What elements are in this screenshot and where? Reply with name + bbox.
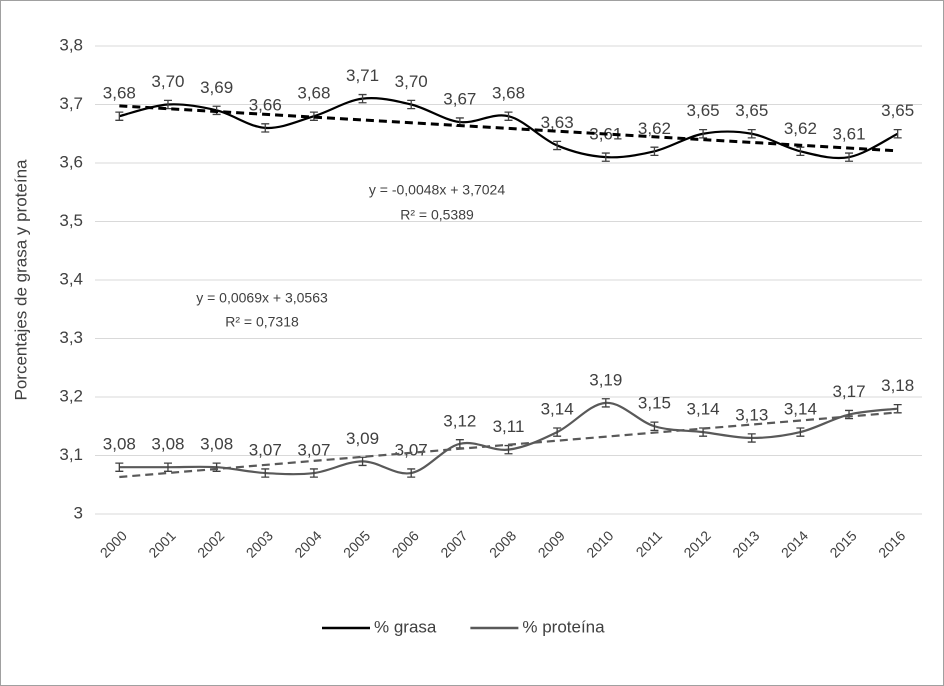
- error-bar: [747, 433, 756, 443]
- y-tick-label: 3,2: [59, 386, 83, 405]
- error-bar: [407, 468, 416, 478]
- y-tick-label: 3,3: [59, 328, 83, 347]
- y-tick-label: 3,1: [59, 445, 83, 464]
- data-label: 3,65: [735, 101, 768, 120]
- error-bar: [845, 152, 854, 162]
- error-bar: [893, 129, 902, 139]
- data-label: 3,07: [249, 441, 282, 460]
- y-axis-title: Porcentajes de grasa y proteína: [11, 159, 30, 401]
- data-label: 3,69: [200, 78, 233, 97]
- y-tick-label: 3,6: [59, 152, 83, 171]
- error-bar: [115, 462, 124, 472]
- y-tick-label: 3,7: [59, 94, 83, 113]
- data-label: 3,65: [881, 101, 914, 120]
- data-label: 3,12: [443, 411, 476, 430]
- data-label: 3,08: [151, 435, 184, 454]
- data-label: 3,07: [395, 441, 428, 460]
- data-label: 3,15: [638, 394, 671, 413]
- data-label: 3,65: [687, 101, 720, 120]
- trendline-r2: R² = 0,7318: [225, 314, 299, 330]
- y-tick-label: 3,4: [59, 269, 83, 288]
- y-tick-label: 3,5: [59, 211, 83, 230]
- y-tick-label: 3,8: [59, 35, 83, 54]
- error-bar: [358, 93, 367, 104]
- error-bar: [504, 111, 513, 121]
- error-bar: [309, 111, 318, 121]
- error-bar: [115, 111, 124, 121]
- legend-label: % grasa: [374, 617, 437, 636]
- data-label: 3,11: [493, 417, 525, 436]
- data-label: 3,62: [784, 119, 817, 138]
- data-label: 3,17: [832, 382, 865, 401]
- data-label: 3,14: [784, 400, 817, 419]
- data-label: 3,66: [249, 95, 282, 114]
- y-tick-label: 3: [74, 503, 83, 522]
- data-label: 3,14: [687, 400, 720, 419]
- data-label: 3,09: [346, 429, 379, 448]
- data-label: 3,68: [297, 84, 330, 103]
- data-label: 3,67: [443, 90, 476, 109]
- error-bar: [261, 468, 270, 478]
- data-label: 3,62: [638, 119, 671, 138]
- error-bar: [163, 462, 172, 472]
- error-bar: [699, 129, 708, 139]
- error-bar: [553, 140, 562, 151]
- trendline: [119, 411, 898, 479]
- trendline-equation: y = 0,0069x + 3,0563: [196, 290, 328, 306]
- error-bar: [261, 123, 270, 133]
- error-bar: [796, 427, 805, 437]
- data-label: 3,63: [541, 113, 574, 132]
- error-bar: [650, 421, 659, 431]
- error-bar: [601, 398, 610, 408]
- data-label: 3,68: [492, 84, 525, 103]
- trendline-equation: y = -0,0048x + 3,7024: [369, 182, 505, 198]
- data-label: 3,19: [589, 370, 622, 389]
- data-label: 3,71: [346, 66, 379, 85]
- error-bar: [796, 146, 805, 157]
- error-bar: [650, 146, 659, 157]
- error-bar: [601, 152, 610, 162]
- data-label: 3,68: [103, 84, 136, 103]
- error-bar: [553, 427, 562, 437]
- data-label: 3,07: [297, 441, 330, 460]
- data-label: 3,70: [395, 72, 428, 91]
- data-label: 3,70: [151, 72, 184, 91]
- data-label: 3,14: [541, 400, 574, 419]
- error-bar: [747, 129, 756, 139]
- data-label: 3,18: [881, 376, 914, 395]
- data-label: 3,61: [832, 125, 865, 144]
- error-bar: [407, 99, 416, 110]
- data-label: 3,08: [103, 435, 136, 454]
- error-bar: [309, 468, 318, 478]
- legend-label: % proteína: [522, 617, 605, 636]
- trendline-r2: R² = 0,5389: [400, 207, 474, 223]
- data-label: 3,13: [735, 405, 768, 424]
- data-label: 3,08: [200, 435, 233, 454]
